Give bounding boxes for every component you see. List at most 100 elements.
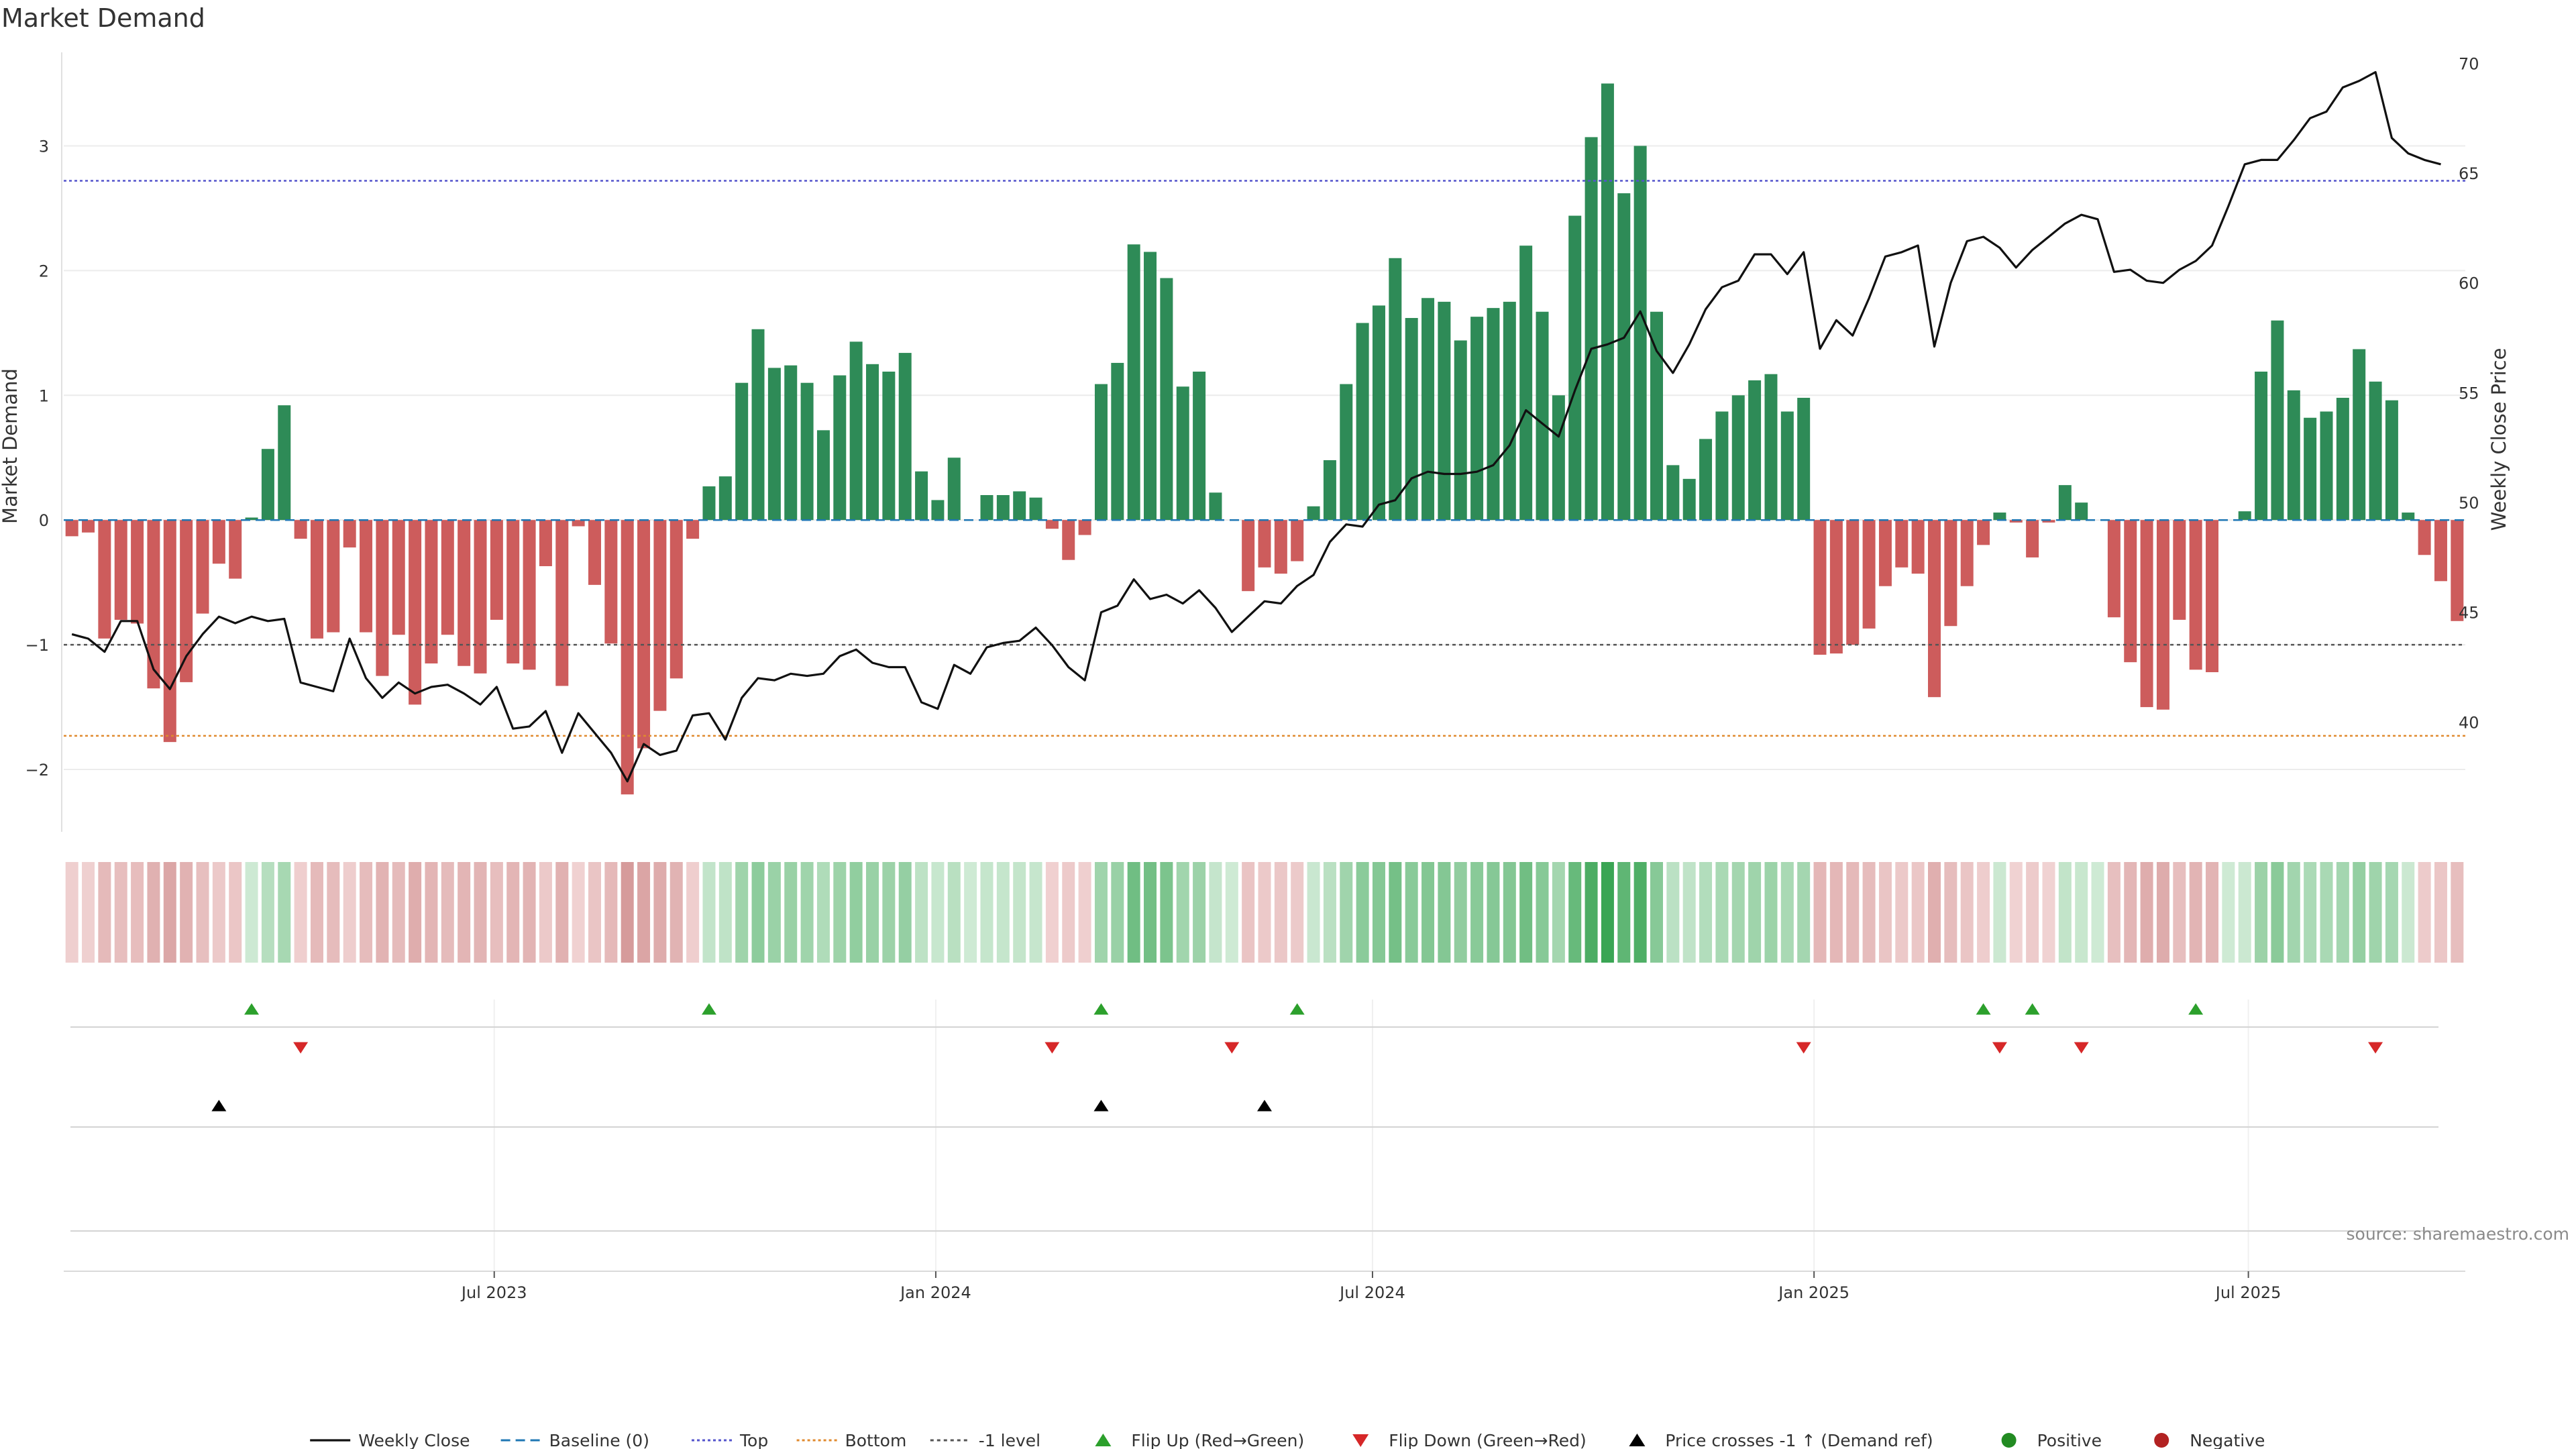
strip-cell (131, 862, 144, 963)
flip-up-marker (2025, 1003, 2040, 1015)
strip-cell (572, 862, 585, 963)
demand-bar-negative (1895, 520, 1909, 568)
legend-item: Positive (2001, 1431, 2102, 1449)
strip-cell (2173, 862, 2186, 963)
demand-bar-positive (1029, 497, 1042, 521)
y-right-tick-label: 60 (2459, 274, 2479, 293)
strip-cell (833, 862, 847, 963)
demand-bar-positive (882, 371, 896, 521)
demand-bar-negative (1813, 520, 1827, 655)
legend-label: -1 level (979, 1431, 1040, 1449)
legend-label: Baseline (0) (549, 1431, 649, 1449)
strip-cell (2124, 862, 2137, 963)
demand-bar-negative (2206, 520, 2219, 673)
strip-cell (915, 862, 928, 963)
legend-label: Bottom (845, 1431, 907, 1449)
demand-bar-negative (1829, 520, 1843, 654)
demand-bar-negative (474, 520, 487, 674)
strip-cell (2287, 862, 2300, 963)
strip-cell (2107, 862, 2121, 963)
demand-bar-positive (784, 365, 798, 521)
strip-cell (751, 862, 765, 963)
demand-bar-positive (931, 500, 945, 521)
demand-bar-positive (1585, 137, 1598, 521)
demand-bar-negative (2434, 520, 2447, 582)
flip-up-marker (2188, 1003, 2204, 1015)
demand-bar-negative (1078, 520, 1091, 535)
demand-bar-positive (735, 382, 749, 521)
x-axis: Jul 2023 Jan 2024 Jul 2024 Jan 2025 Jul 2025 (64, 1271, 2465, 1302)
strip-cell (1813, 862, 1827, 963)
legend-item: Price crosses -1 ↑ (Demand ref) (1629, 1431, 1933, 1449)
strip-cell (931, 862, 945, 963)
demand-bar-positive (2075, 502, 2088, 521)
strip-cell (1323, 862, 1336, 963)
demand-bar-positive (1617, 193, 1631, 521)
demand-bar-negative (147, 520, 160, 689)
strip-cell (1682, 862, 1696, 963)
demand-bar-negative (686, 520, 700, 539)
demand-bar-positive (1111, 362, 1124, 521)
strip-cell (555, 862, 569, 963)
strip-cell (996, 862, 1010, 963)
strip-cell (1650, 862, 1663, 963)
demand-bar-positive (702, 486, 716, 521)
demand-bar-positive (2255, 371, 2268, 521)
demand-bar-positive (1682, 478, 1696, 521)
demand-bar-positive (1470, 317, 1484, 521)
strip-cell (1029, 862, 1042, 963)
strip-cell (2418, 862, 2431, 963)
demand-bar-negative (360, 520, 373, 633)
legend-item: Flip Down (Green→Red) (1352, 1431, 1587, 1449)
strip-cell (2042, 862, 2055, 963)
y-left-tick-label: 2 (39, 262, 49, 280)
demand-bar-negative (637, 520, 651, 749)
strip-cell (490, 862, 503, 963)
y-right-tick-label: 50 (2459, 494, 2479, 513)
flip-down-marker (1796, 1042, 1811, 1054)
demand-bar-positive (1519, 246, 1533, 521)
strip-cell (2140, 862, 2153, 963)
flip-down-marker (1224, 1042, 1240, 1054)
flip-up-marker (1289, 1003, 1305, 1015)
strip-cell (2206, 862, 2219, 963)
demand-bar-negative (65, 520, 78, 537)
strip-cell (1094, 862, 1108, 963)
strip-cell (882, 862, 896, 963)
demand-bar-positive (261, 449, 274, 521)
strip-cell (980, 862, 994, 963)
demand-bar-negative (1911, 520, 1925, 574)
strip-cell (1225, 862, 1238, 963)
strip-cell (1013, 862, 1026, 963)
strip-cell (114, 862, 127, 963)
flip-down-marker (2074, 1042, 2089, 1054)
demand-bar-positive (767, 368, 781, 521)
demand-bar-positive (2287, 390, 2300, 521)
strip-cell (506, 862, 520, 963)
strip-cell (2336, 862, 2349, 963)
demand-bar-positive (1323, 460, 1336, 521)
demand-bar-negative (1878, 520, 1892, 586)
strip-cell (1764, 862, 1778, 963)
price-cross-marker (1257, 1099, 1272, 1112)
demand-bar-negative (392, 520, 405, 635)
strip-cell (1045, 862, 1059, 963)
strip-cell (1519, 862, 1533, 963)
strip-cell (1780, 862, 1794, 963)
y-right-tick-label: 45 (2459, 604, 2479, 623)
y-left-tick-label: −2 (25, 761, 49, 780)
demand-bar-negative (1062, 520, 1075, 560)
strip-cell (1160, 862, 1173, 963)
strip-cell (294, 862, 307, 963)
demand-bar-negative (2042, 520, 2055, 523)
strip-cell (147, 862, 160, 963)
strip-cell (376, 862, 389, 963)
demand-bar-positive (2058, 485, 2072, 521)
demand-bar-positive (833, 375, 847, 521)
strip-cell (1242, 862, 1255, 963)
y-axis-left-title: Market Demand (0, 368, 21, 524)
legend-swatch-positive (2001, 1433, 2017, 1448)
legend-label: Flip Up (Red→Green) (1131, 1431, 1304, 1449)
demand-bar-positive (1568, 215, 1582, 521)
